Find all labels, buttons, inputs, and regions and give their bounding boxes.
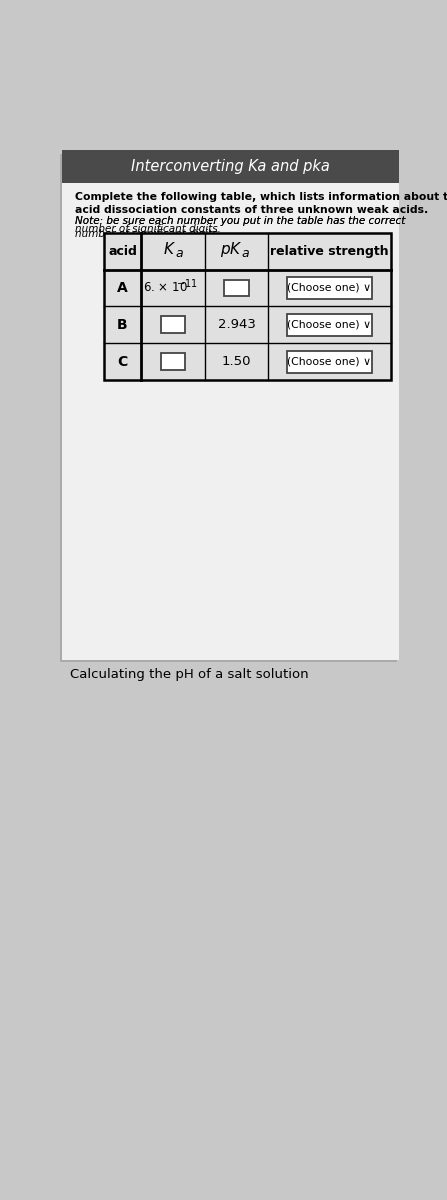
Text: Note: be sure each number you put in the table has the correct: Note: be sure each number you put in the… — [75, 216, 405, 226]
FancyBboxPatch shape — [160, 317, 186, 334]
Text: 6. $\times$ 10: 6. $\times$ 10 — [143, 282, 187, 294]
Text: number of significant digits.: number of significant digits. — [75, 224, 221, 234]
FancyBboxPatch shape — [62, 150, 399, 182]
Text: 2.943: 2.943 — [218, 318, 255, 331]
Text: Calculating the pH of a salt solution: Calculating the pH of a salt solution — [70, 667, 308, 680]
FancyBboxPatch shape — [287, 277, 372, 299]
Text: A: A — [117, 281, 128, 295]
Text: relative strength: relative strength — [270, 245, 389, 258]
FancyBboxPatch shape — [224, 280, 249, 296]
FancyBboxPatch shape — [104, 233, 391, 380]
FancyBboxPatch shape — [60, 154, 397, 662]
Text: Note: be sure each number you put in the table has the correct number of signifi: Note: be sure each number you put in the… — [75, 216, 405, 239]
Text: Interconverting Ka and pka: Interconverting Ka and pka — [131, 158, 330, 174]
FancyBboxPatch shape — [287, 314, 372, 336]
Text: B: B — [117, 318, 128, 332]
Text: (Choose one) ∨: (Choose one) ∨ — [287, 356, 371, 367]
Text: $K$: $K$ — [163, 241, 176, 258]
Text: $a$: $a$ — [175, 247, 184, 260]
Text: $a$: $a$ — [241, 247, 250, 260]
Text: C: C — [118, 355, 128, 368]
FancyBboxPatch shape — [62, 151, 399, 660]
Text: $pK$: $pK$ — [220, 240, 243, 259]
FancyBboxPatch shape — [287, 352, 372, 373]
Text: $-11$: $-11$ — [176, 276, 198, 288]
Text: (Choose one) ∨: (Choose one) ∨ — [287, 320, 371, 330]
Text: (Choose one) ∨: (Choose one) ∨ — [287, 283, 371, 293]
Text: Complete the following table, which lists information about the measured
acid di: Complete the following table, which list… — [75, 192, 447, 215]
FancyBboxPatch shape — [160, 354, 186, 371]
Text: 1.50: 1.50 — [222, 355, 251, 368]
Text: acid: acid — [108, 245, 137, 258]
